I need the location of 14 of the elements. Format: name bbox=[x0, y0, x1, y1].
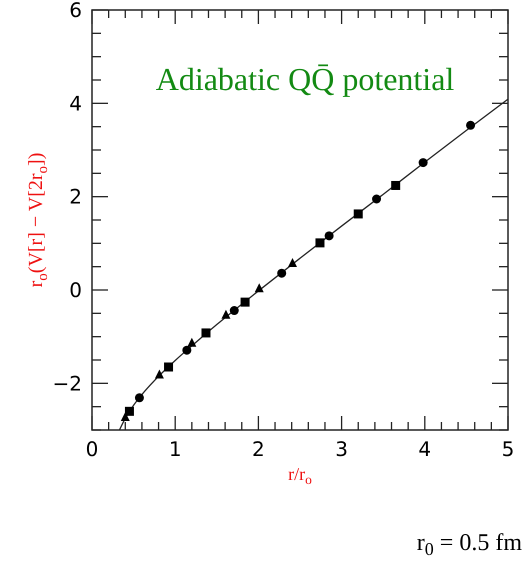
y-tick-label: 6 bbox=[69, 0, 82, 22]
x-axis-title: r/r$_{o}$ bbox=[288, 464, 312, 488]
text: r$_{0}$ = 0.5 fm bbox=[416, 530, 522, 560]
x-tick-label: 0 bbox=[86, 437, 98, 461]
x-tick-label: 4 bbox=[418, 437, 432, 461]
x-tick-label: 3 bbox=[335, 437, 348, 461]
y-tick-label: −2 bbox=[52, 371, 82, 396]
x-tick-label: 2 bbox=[252, 437, 265, 461]
text: Adiabatic QQ̄ potential bbox=[156, 61, 454, 97]
y-tick-label: 2 bbox=[69, 184, 82, 209]
x-tick-label: 1 bbox=[168, 437, 182, 461]
y-tick-label: 4 bbox=[69, 91, 82, 116]
x-tick-label: 5 bbox=[502, 437, 514, 461]
y-tick-label: 0 bbox=[69, 278, 82, 302]
